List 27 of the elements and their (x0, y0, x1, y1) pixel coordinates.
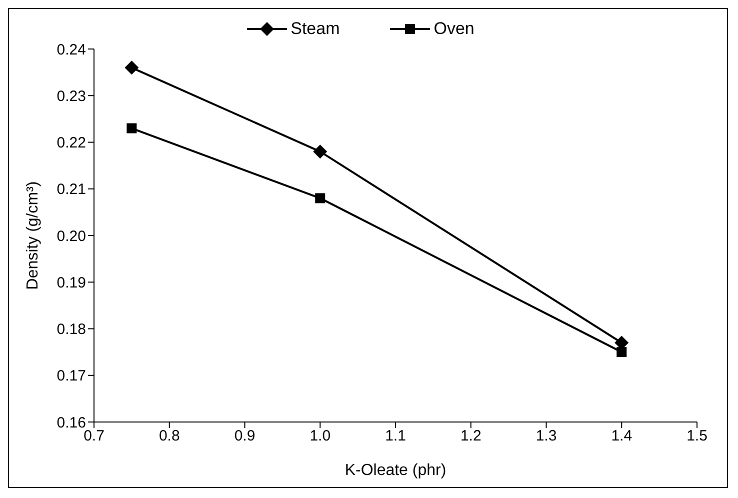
y-tick-label: 0.23 (56, 88, 86, 105)
legend-label: Oven (432, 19, 474, 39)
y-tick-label: 0.16 (56, 414, 86, 432)
y-tick-label: 0.17 (56, 368, 86, 385)
y-tick-label: 0.19 (56, 274, 86, 292)
point (124, 60, 139, 75)
x-tick-label: 1.3 (536, 428, 557, 445)
point (126, 123, 137, 134)
y-tick-label: 0.20 (56, 228, 86, 245)
y-axis-title: Density (g/cm³) (24, 181, 42, 290)
x-tick-label: 1.1 (385, 428, 406, 445)
point (616, 347, 627, 358)
y-tick-label: 0.22 (56, 134, 86, 152)
y-tick-label: 0.24 (56, 41, 86, 58)
x-tick-label: 1.5 (686, 428, 708, 445)
point (315, 193, 326, 204)
legend-label: Steam (290, 19, 340, 39)
x-tick-label: 1.2 (460, 428, 482, 445)
y-tick-label: 0.18 (56, 321, 86, 338)
x-tick-label: 1.0 (310, 428, 331, 445)
x-tick-label: 1.4 (611, 428, 632, 445)
x-tick-label: 0.7 (84, 428, 104, 445)
y-tick-label: 0.21 (56, 181, 86, 198)
point (313, 144, 328, 159)
x-tick-label: 0.8 (158, 428, 180, 445)
x-tick-label: 0.9 (234, 428, 256, 445)
x-axis-title: K-Oleate (phr) (344, 462, 446, 479)
